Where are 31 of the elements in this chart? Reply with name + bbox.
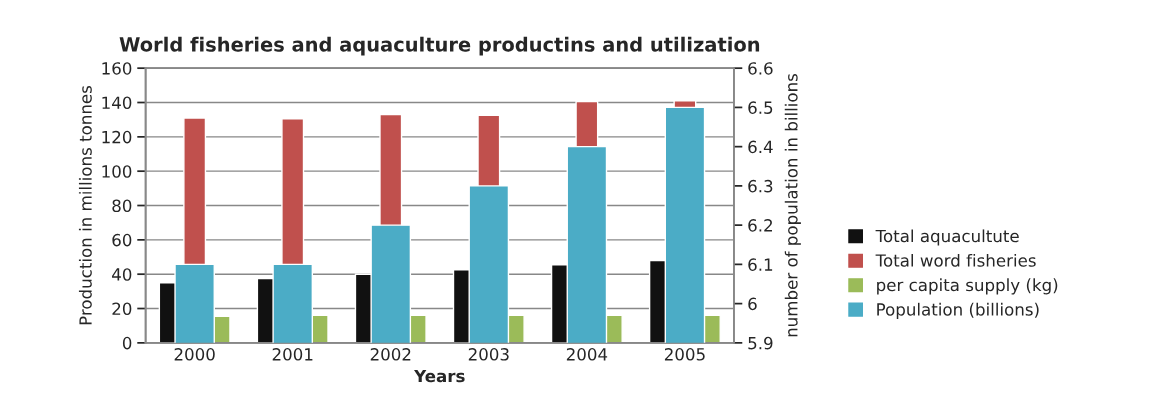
y-tick-label: 160 xyxy=(102,62,132,75)
x-tick-label: 2001 xyxy=(272,348,313,361)
y-axis-title: Production in millions tonnes xyxy=(78,85,92,325)
y2-tick-label: 6.5 xyxy=(748,101,773,114)
y2-tick-label: 6.6 xyxy=(748,62,773,75)
x-tick-label: 2003 xyxy=(468,348,509,361)
x-tick-label: 2002 xyxy=(370,348,411,361)
y-tick-label: 60 xyxy=(112,233,132,247)
y-tick-label: 120 xyxy=(102,130,132,144)
y-tick-label: 140 xyxy=(102,96,132,110)
legend-label: Total word fisheries xyxy=(875,253,1036,267)
legend-label: Total aquacultute xyxy=(875,229,1019,246)
y-tick-label: 100 xyxy=(102,165,132,178)
y-tick-label: 80 xyxy=(112,199,132,213)
y2-tick-label: 6 xyxy=(748,297,757,311)
x-tick-label: 2000 xyxy=(174,348,215,361)
legend-label: per capita supply (kg) xyxy=(877,278,1058,295)
y2-tick-label: 5.9 xyxy=(748,336,773,350)
x-tick-label: 2005 xyxy=(664,348,705,361)
y2-tick-label: 6.1 xyxy=(748,258,773,271)
x-axis-title: Years xyxy=(414,369,465,383)
y-tick-label: 40 xyxy=(112,268,132,281)
y2-axis-title: number of population in billions xyxy=(784,73,801,337)
y2-tick-label: 6.4 xyxy=(748,140,773,154)
chart-title: World fisheries and aquaculture productins and utilization xyxy=(119,36,760,56)
x-tick-label: 2004 xyxy=(566,348,608,361)
legend-label: Population (billions) xyxy=(877,302,1039,319)
y-tick-label: 0 xyxy=(122,336,132,350)
y2-tick-label: 6.2 xyxy=(748,219,772,232)
y-tick-label: 20 xyxy=(112,302,132,316)
y2-tick-label: 6.3 xyxy=(748,179,773,193)
